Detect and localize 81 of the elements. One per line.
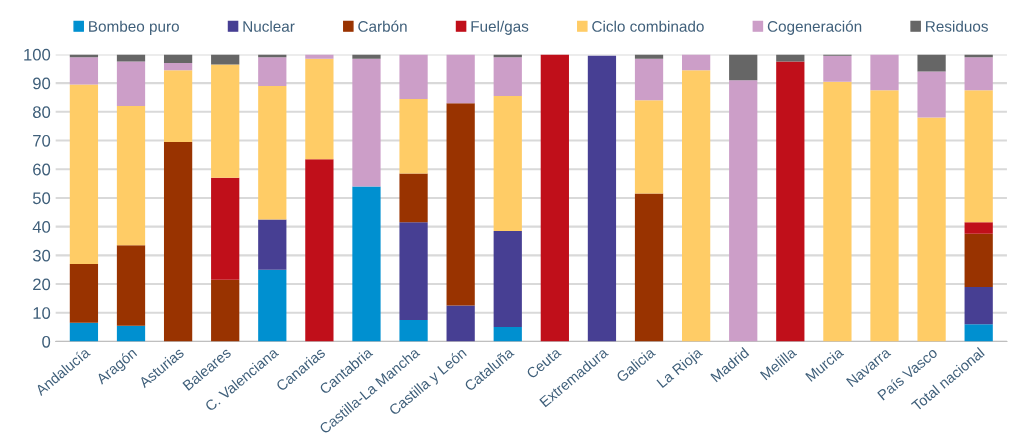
y-tick-label: 90 — [33, 77, 51, 90]
bar — [69, 84, 99, 264]
bar — [305, 58, 334, 160]
bar — [634, 58, 664, 101]
bar — [399, 173, 428, 223]
y-tick-label: 70 — [33, 134, 51, 147]
bar — [964, 286, 993, 325]
bar — [116, 325, 146, 342]
bar — [258, 219, 287, 270]
legend-label: Ciclo combinado — [592, 20, 704, 32]
legend-label: Bombeo puro — [89, 20, 179, 35]
y-tick-label: 10 — [33, 307, 51, 319]
bar — [446, 305, 475, 342]
bar — [823, 81, 852, 342]
bar — [399, 222, 428, 320]
bar — [776, 54, 805, 62]
y-tick-label: 30 — [32, 249, 51, 262]
bar — [870, 90, 899, 342]
bar — [493, 230, 522, 328]
bar — [116, 54, 146, 62]
y-tick-label: 60 — [33, 163, 51, 176]
bar — [964, 57, 993, 91]
bar — [163, 70, 193, 142]
bar — [69, 263, 99, 323]
bar — [634, 54, 664, 59]
bar — [634, 193, 664, 342]
bar — [446, 54, 475, 104]
bar — [870, 54, 899, 91]
y-tick-label: 40 — [32, 221, 51, 233]
bar — [352, 54, 381, 59]
bar — [917, 117, 946, 342]
y-tick-label: 20 — [33, 278, 51, 291]
bar — [352, 186, 381, 342]
y-tick-label: 80 — [32, 106, 51, 118]
legend-label: Carbón — [358, 20, 407, 32]
legend-label: Cogeneración — [767, 20, 862, 35]
bar — [964, 222, 993, 234]
bar — [399, 54, 428, 99]
bar — [258, 269, 287, 342]
bar — [917, 54, 946, 72]
bar — [116, 106, 146, 246]
legend-label: Nuclear — [243, 20, 295, 32]
bar — [305, 159, 334, 342]
bar — [116, 61, 146, 107]
y-tick-label: 100 — [24, 48, 51, 61]
bar — [211, 64, 240, 178]
bar — [399, 98, 428, 174]
bar — [823, 55, 852, 82]
bar — [211, 177, 240, 280]
y-tick-label: 50 — [32, 192, 51, 205]
bar — [399, 319, 428, 342]
bar — [682, 54, 711, 71]
legend-label: Fuel/gas — [471, 20, 529, 35]
bar — [163, 62, 193, 71]
bar — [587, 55, 617, 342]
y-tick-label: 0 — [42, 335, 51, 348]
bar — [540, 54, 569, 342]
bar — [964, 90, 993, 223]
bar — [69, 57, 99, 85]
bar — [729, 80, 758, 342]
bar — [634, 100, 664, 194]
bar — [211, 279, 240, 342]
bar — [258, 57, 287, 86]
bar — [682, 70, 711, 342]
bar — [493, 327, 522, 342]
bar — [258, 85, 287, 220]
bar — [917, 71, 946, 118]
bar — [964, 324, 993, 342]
bar — [352, 58, 381, 187]
legend-label: Residuos — [926, 20, 988, 32]
bar — [964, 233, 993, 287]
bar — [116, 245, 146, 326]
bar — [493, 96, 522, 231]
bar — [446, 103, 475, 306]
bar — [729, 54, 758, 81]
bar — [163, 141, 193, 342]
bar — [493, 57, 522, 96]
bar — [776, 61, 805, 342]
bar — [69, 322, 99, 342]
bar — [163, 54, 193, 63]
bar — [305, 54, 334, 59]
